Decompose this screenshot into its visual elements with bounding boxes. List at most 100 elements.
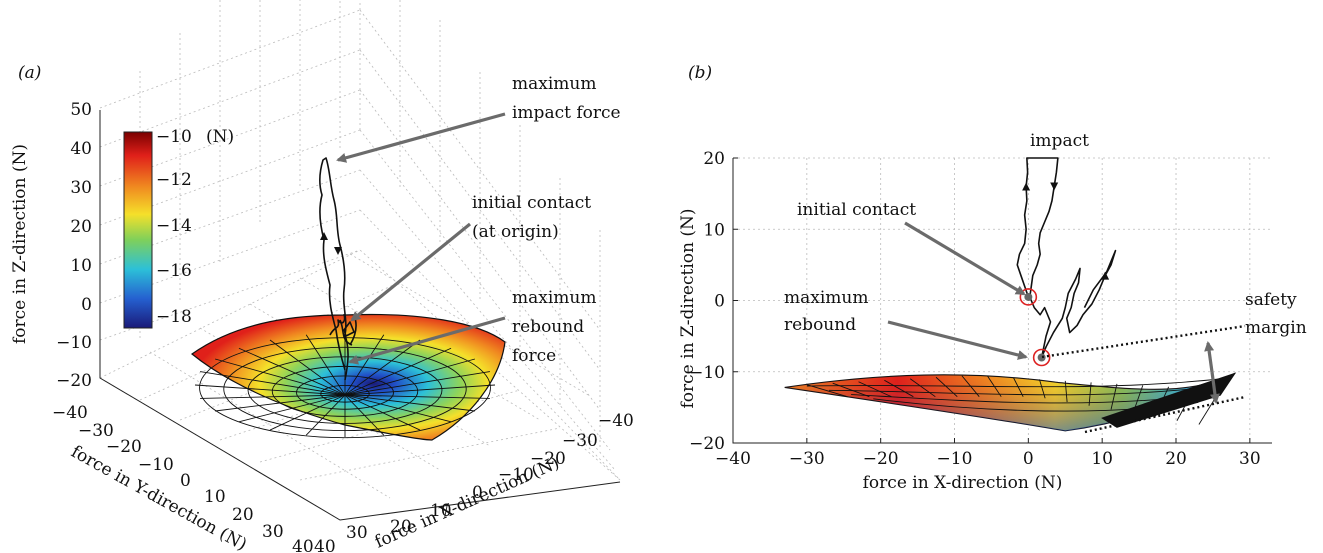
- x-tick-label: −20: [863, 449, 899, 469]
- annotation-force: force: [512, 346, 556, 366]
- x-tick-label: −40: [715, 449, 751, 469]
- z-tick-m20: −20: [56, 371, 92, 391]
- mesh-spoke: [238, 347, 346, 396]
- x-tick-label: 30: [1239, 449, 1261, 469]
- arrow-impact-force: [336, 112, 506, 163]
- mesh-spoke: [238, 394, 346, 423]
- surface-mesh: [194, 333, 496, 439]
- z-tick-0: 0: [81, 295, 92, 315]
- mesh-spoke: [215, 394, 346, 412]
- panel-b-xlabel: force in X-direction (N): [863, 473, 1063, 493]
- colorbar-unit: (N): [206, 127, 234, 147]
- annotation-initial-contact-b: initial contact: [797, 200, 916, 220]
- mesh-spoke: [194, 384, 346, 396]
- mesh-line-b: [806, 384, 848, 398]
- mesh-spoke: [344, 334, 385, 396]
- y-tick-m40: −40: [52, 403, 88, 423]
- mesh-spoke: [344, 394, 452, 423]
- y-tick-m30: −30: [78, 421, 114, 441]
- annotation-at-origin: (at origin): [472, 222, 559, 242]
- colorbar-bar: [123, 131, 153, 329]
- annotation-initial-contact: initial contact: [472, 193, 591, 213]
- x-tick-0: 0: [472, 483, 483, 503]
- y-tick-label: −10: [689, 363, 725, 383]
- mesh-spoke: [344, 394, 385, 436]
- mesh-spoke: [344, 394, 490, 399]
- traj-b-arrowhead: [1101, 271, 1110, 280]
- mesh-line-b: [1110, 383, 1118, 410]
- mesh-spoke: [200, 394, 346, 399]
- annotation-maximum-2: maximum: [512, 288, 596, 308]
- arrow-initial-contact-b: [904, 221, 1026, 296]
- mesh-spoke: [344, 394, 421, 431]
- panel-a-z-axis: [99, 110, 621, 521]
- mesh-line-b: [1013, 377, 1024, 397]
- y-tick-m10: −10: [138, 455, 174, 475]
- mesh-curve-b: [806, 378, 1221, 388]
- y-tick-label: 0: [714, 292, 725, 312]
- surface-edge-dark: [1101, 372, 1237, 428]
- x-tick-30: 30: [346, 523, 368, 543]
- z-tick-10: 10: [70, 256, 92, 276]
- mesh-spoke: [344, 384, 496, 396]
- y-tick-0: 0: [180, 471, 191, 491]
- annotation-maximum-b: maximum: [784, 288, 868, 308]
- marker-initial-contact-dot: [1024, 292, 1033, 301]
- colorbar: −10 (N) −12 −14 −16 −18: [123, 127, 234, 329]
- traj-a-arrowhead-up: [320, 232, 328, 240]
- z-tick-m10: −10: [56, 333, 92, 353]
- mesh-spoke: [305, 394, 346, 436]
- mesh-spoke: [344, 394, 475, 412]
- surface-bowl: [191, 313, 506, 441]
- panel-a-xlabel: force in X-direction (N): [372, 453, 563, 552]
- marker-initial-contact: [1019, 288, 1038, 306]
- x-tick-label: 20: [1165, 449, 1187, 469]
- safety-margin-upper-line: [1041, 324, 1246, 359]
- mesh-spoke: [344, 339, 421, 396]
- x-tick-m20: −20: [530, 449, 566, 469]
- colorbar-tick-3: −16: [156, 261, 192, 281]
- panel-a-x-ticks: −40 −30 −20 −10 0 10 20 30 40: [314, 411, 634, 553]
- mesh-spoke: [344, 358, 476, 396]
- annotation-impact: impact: [1030, 131, 1089, 151]
- x-tick-m10: −10: [498, 465, 534, 485]
- y-tick-label: 20: [703, 149, 725, 169]
- panel-a-trajectory-tangle: [329, 313, 355, 337]
- mesh-line-b: [884, 379, 914, 398]
- marker-max-rebound: [1032, 348, 1051, 367]
- y-tick-label: 10: [703, 220, 725, 240]
- annotation-margin: margin: [1245, 318, 1307, 338]
- y-tick-30: 30: [262, 522, 284, 542]
- mesh-spoke: [269, 394, 346, 431]
- mesh-spoke: [344, 371, 490, 396]
- mesh-spoke: [200, 371, 346, 396]
- annotation-rebound-b: rebound: [784, 315, 856, 335]
- traj-a-arrowhead-down: [334, 247, 342, 255]
- x-tick-10: 10: [430, 501, 452, 521]
- mesh-line-b: [909, 378, 936, 398]
- surface-profile-mesh: [806, 372, 1237, 428]
- panel-a-y-ticks: −40 −30 −20 −10 0 10 20 30 40: [52, 403, 314, 553]
- arrow-initial-contact: [350, 222, 472, 322]
- x-tick-label: 0: [1023, 449, 1034, 469]
- arrow-max-rebound: [348, 316, 506, 365]
- x-tick-m30: −30: [562, 431, 598, 451]
- z-tick-20: 20: [70, 217, 92, 237]
- panel-a-surface: [191, 313, 506, 441]
- traj-b-arrowhead: [1050, 182, 1059, 191]
- mesh-line-b: [858, 381, 892, 398]
- mesh-spoke: [305, 334, 346, 396]
- mesh-spoke: [269, 339, 346, 396]
- panel-b-ylabel: force in Z-direction (N): [678, 208, 698, 408]
- safety-margin-arrow-up: [1204, 341, 1215, 373]
- annotation-rebound: rebound: [512, 317, 584, 337]
- panel-a: (a) 50 40 30 20 10 0 −10 −20 force in Z-…: [10, 0, 634, 553]
- y-tick-10: 10: [204, 487, 226, 507]
- y-tick-m20: −20: [106, 437, 142, 457]
- arrow-max-rebound-b: [887, 320, 1028, 360]
- x-tick-40: 40: [314, 537, 336, 553]
- panel-a-label: (a): [18, 63, 41, 83]
- x-tick-20: 20: [390, 517, 412, 537]
- y-tick-40: 40: [292, 537, 314, 553]
